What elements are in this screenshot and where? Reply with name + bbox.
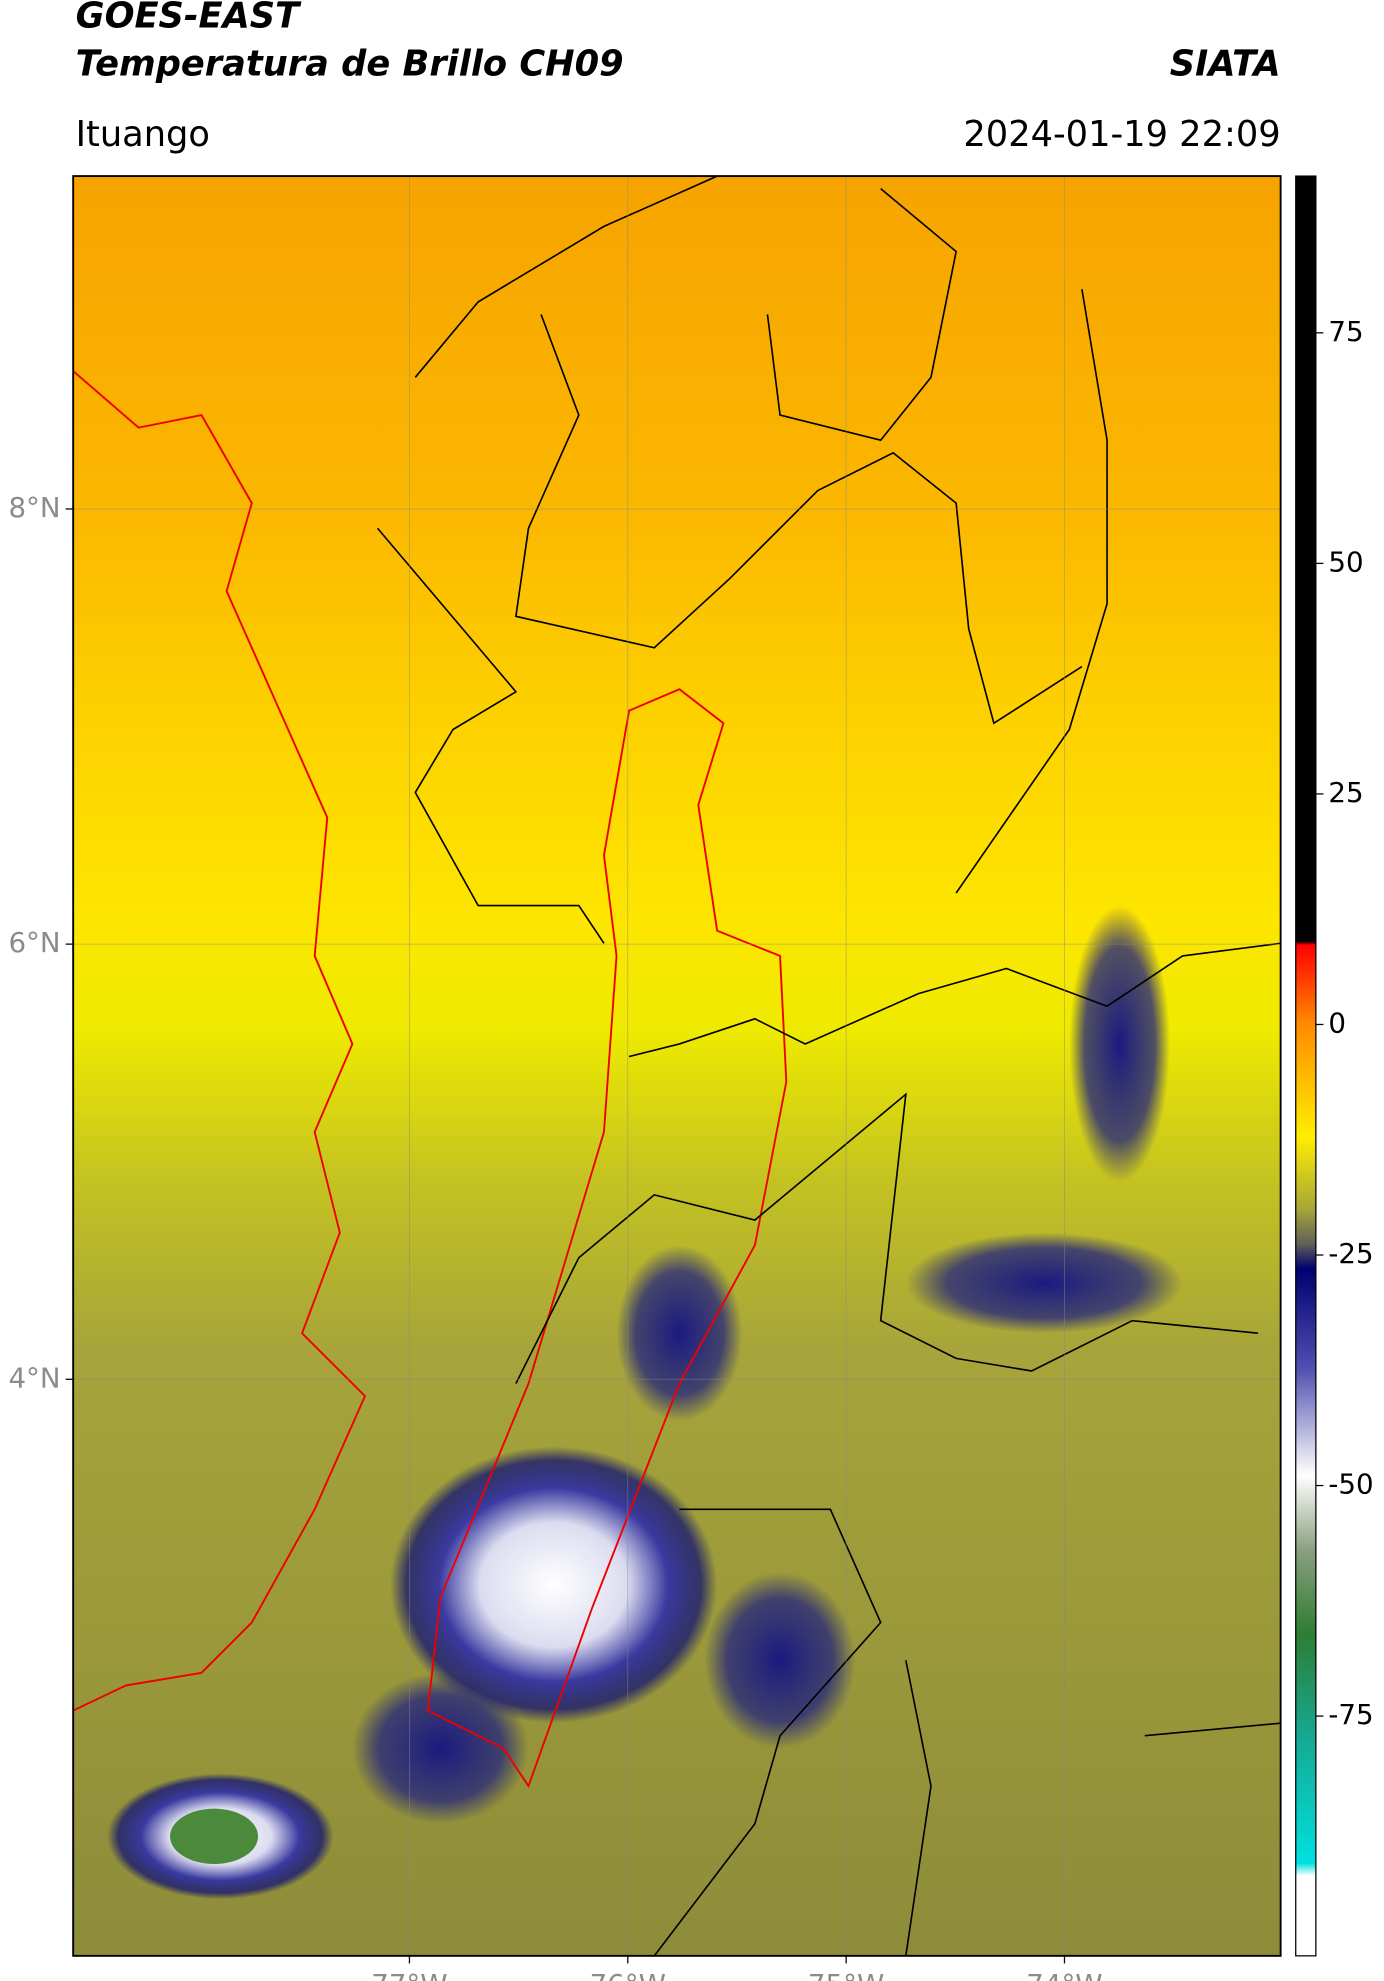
colorbar-tick-label: -25 [1328, 1237, 1373, 1270]
colorbar-tick-label: 0 [1328, 1006, 1346, 1039]
source: SIATA [1170, 43, 1281, 84]
title: GOES-EAST [76, 0, 302, 37]
colorbar-tick-label: 75 [1328, 315, 1363, 348]
graticule: 8°N 6°N 4°N 77°W 76°W 75°W 74°W [8, 176, 1281, 1981]
map-image [73, 176, 1281, 1956]
colorbar [1295, 175, 1317, 1957]
lat-tick-label: 8°N [8, 491, 60, 524]
colorbar-tick-label: -50 [1328, 1468, 1373, 1501]
map-frame [72, 175, 1282, 1957]
lon-tick-label: 75°W [808, 1968, 884, 1981]
colorbar-ticks: 75 50 25 0 -25 -50 -75 [1315, 315, 1374, 1731]
lat-tick-label: 4°N [8, 1361, 60, 1394]
location: Ituango [76, 114, 210, 155]
lon-tick-label: 76°W [590, 1968, 666, 1981]
colorbar-tick-label: 50 [1328, 545, 1363, 578]
lon-tick-label: 74°W [1026, 1968, 1102, 1981]
colorbar-tick-label: 25 [1328, 776, 1363, 809]
subtitle: Temperatura de Brillo CH09 [76, 43, 624, 84]
colorbar-tick-label: -75 [1328, 1698, 1373, 1731]
datetime: 2024-01-19 22:09 [963, 114, 1280, 155]
lon-tick-label: 77°W [371, 1968, 447, 1981]
lat-tick-label: 6°N [8, 926, 60, 959]
